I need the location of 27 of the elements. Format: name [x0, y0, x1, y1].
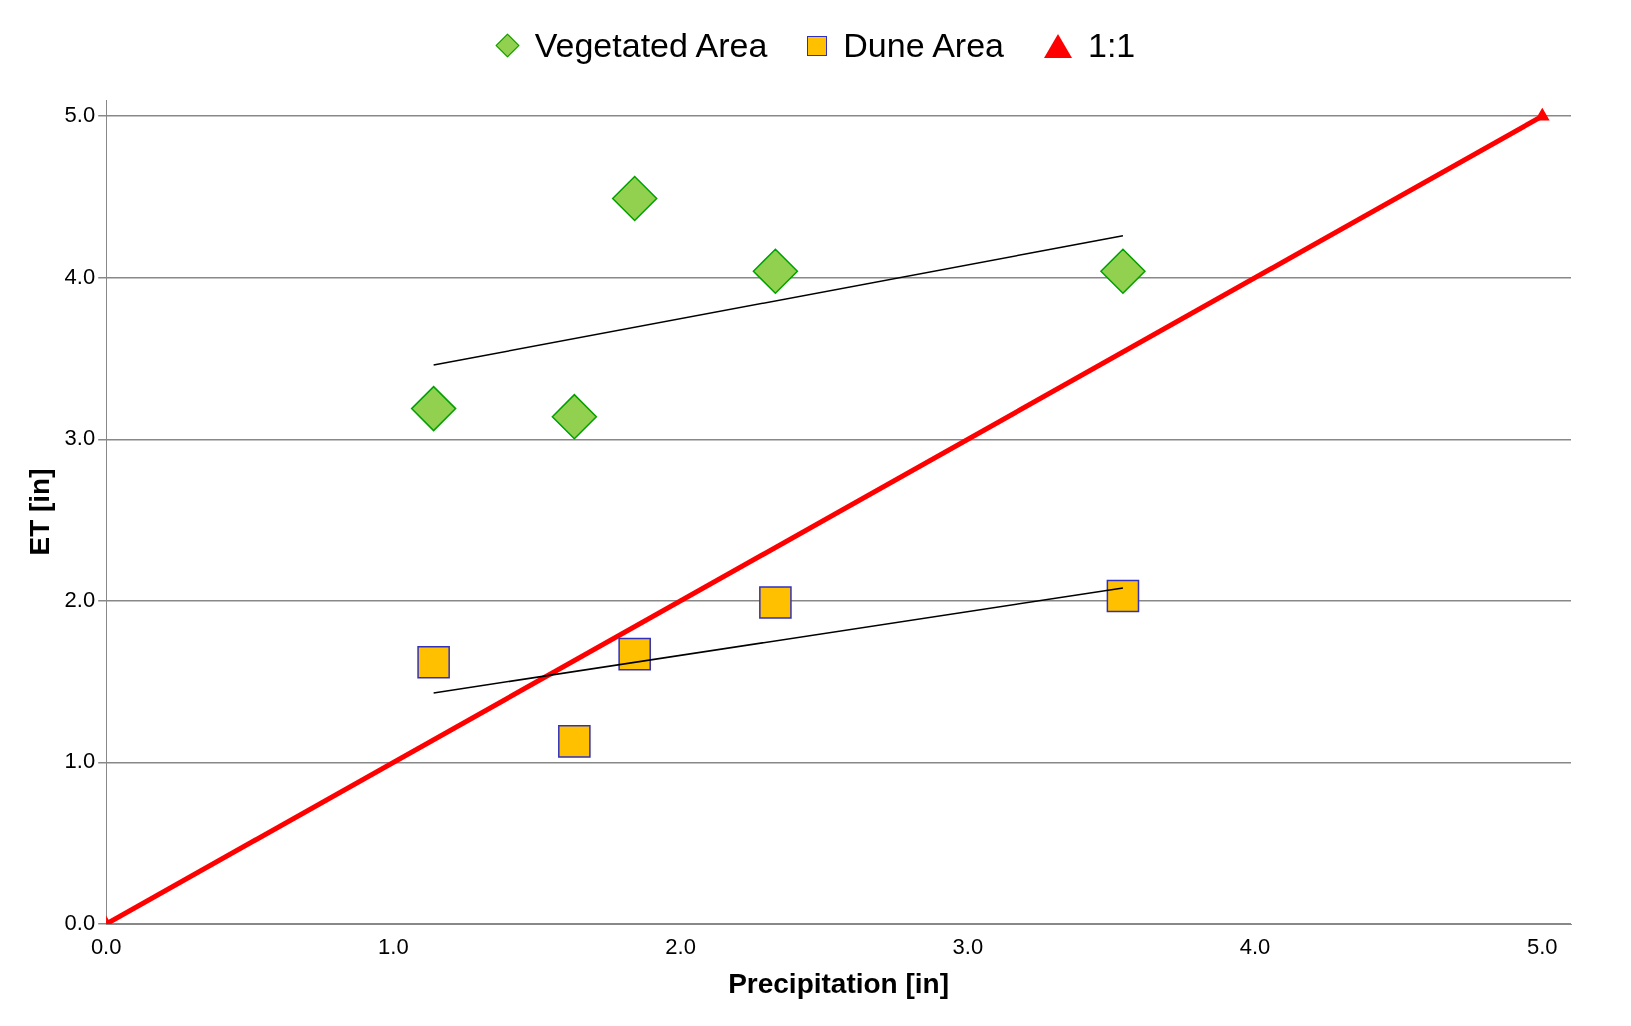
legend-label: Dune Area [843, 26, 1004, 65]
point [1106, 579, 1140, 613]
x-tick-label: 4.0 [1239, 934, 1271, 960]
legend-label: 1:1 [1087, 26, 1136, 65]
legend-label: Vegetated Area [534, 26, 768, 65]
x-tick-label: 5.0 [1526, 934, 1558, 960]
point [410, 385, 457, 432]
point [1100, 248, 1146, 295]
y-tick-label: 5.0 [64, 102, 96, 128]
x-axis-title: Precipitation [in] [728, 967, 950, 999]
point [752, 248, 799, 295]
y-tick-label: 0.0 [64, 910, 96, 936]
y-axis-title: ET [in] [23, 468, 55, 556]
x-tick-label: 1.0 [378, 934, 409, 960]
point [558, 725, 591, 758]
y-tick-label: 3.0 [64, 425, 96, 451]
point [611, 175, 658, 222]
x-tick-label: 0.0 [90, 934, 122, 960]
y-tick-label: 2.0 [64, 586, 96, 612]
point [551, 393, 598, 440]
y-tick-label: 4.0 [64, 263, 96, 289]
point [417, 645, 450, 679]
y-tick-label: 1.0 [64, 748, 96, 774]
point [759, 586, 792, 619]
point [618, 637, 651, 671]
x-tick-label: 2.0 [665, 934, 696, 960]
x-tick-label: 3.0 [952, 934, 984, 960]
